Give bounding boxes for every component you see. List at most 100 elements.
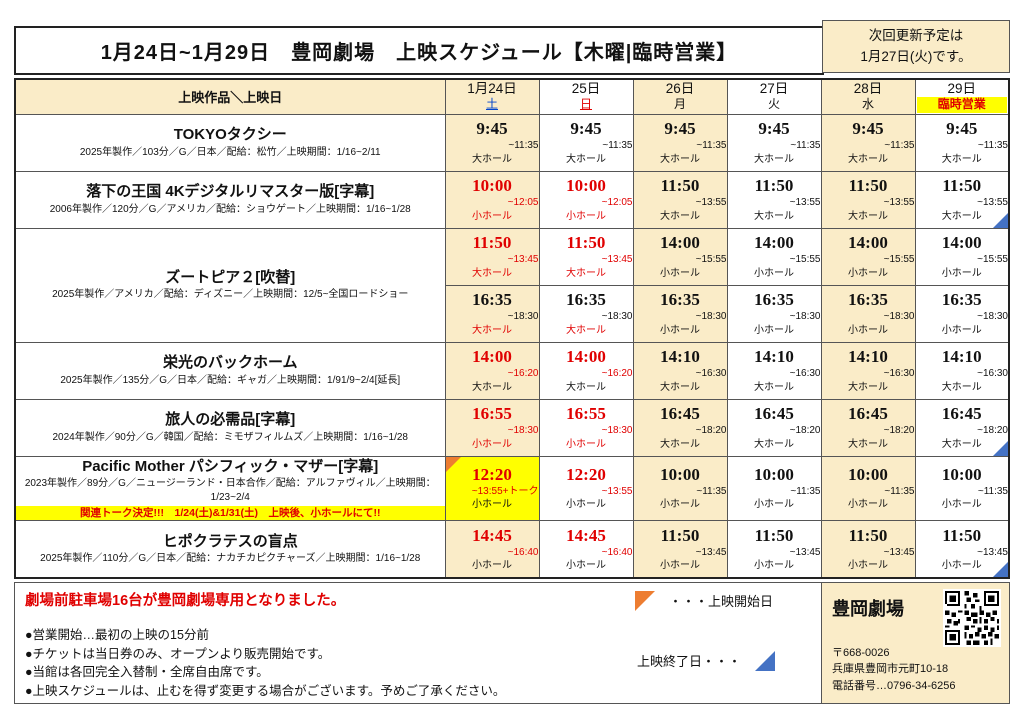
showtime: 14:10	[941, 347, 982, 367]
showtime: 14:00	[941, 233, 982, 253]
showtime: 16:35	[660, 290, 700, 310]
showtime: 16:55	[472, 404, 512, 424]
hall-name: 大ホール	[472, 153, 512, 165]
showtime: 16:55	[566, 404, 606, 424]
legend-closing-label: 上映終了日・・・	[637, 654, 742, 670]
showtime-cell: 10:00 ~11:35 小ホール	[726, 455, 822, 522]
movie-title: ズートピア２[吹替]	[165, 268, 296, 286]
closing-day-triangle-icon	[993, 212, 1008, 227]
day-of-week: 火	[767, 97, 780, 112]
showtime: 10:00	[566, 176, 606, 196]
end-time: ~18:20	[883, 425, 915, 437]
showtime-cell: 11:50 ~13:45 小ホール	[632, 520, 728, 579]
schedule-row: Pacific Mother パシフィック・マザー[字幕] 2023年製作／89分…	[14, 455, 1010, 522]
showtime-cell: 9:45 ~11:35 大ホール	[444, 113, 540, 172]
showtime-cell: 14:10 ~16:30 大ホール	[726, 341, 822, 400]
hall-name: 大ホール	[472, 267, 512, 279]
end-time: ~11:35	[790, 140, 821, 152]
showtime-cell: 11:50 ~13:45 大ホール	[538, 227, 634, 286]
end-time: ~11:35	[696, 485, 727, 497]
showtime-cell: 14:00 ~15:55 小ホール	[632, 227, 728, 286]
hall-name: 小ホール	[848, 267, 888, 279]
day-of-week: 日	[579, 97, 592, 112]
showtime-cell: 12:20 ~13:55+トーク 小ホール	[444, 455, 540, 522]
showtime: 16:35	[754, 290, 794, 310]
movie-info: 2025年製作／アメリカ／配給：ディズニー／上映期間：12/5~全国ロードショー	[52, 289, 409, 301]
hall-name: 小ホール	[472, 438, 512, 450]
showtime-cell: 14:45 ~16:40 小ホール	[444, 520, 540, 579]
showtime-cell: 16:55 ~18:30 小ホール	[538, 398, 634, 457]
theater-address-block: 〒668-0026 兵庫県豊岡市元町10-18 電話番号…0796-34-625…	[832, 645, 956, 695]
hall-name: 小ホール	[660, 324, 700, 336]
showtime-cell: 16:35 ~18:30 小ホール	[820, 284, 916, 343]
showtime-cell: 11:50 ~13:45 小ホール	[914, 520, 1010, 579]
showtime: 11:50	[660, 176, 700, 196]
showtime: 14:45	[566, 526, 606, 546]
hall-name: 大ホール	[472, 381, 512, 393]
day-header: 27日火	[726, 78, 822, 115]
end-time: ~16:20	[601, 368, 633, 380]
showtime-cell: 10:00 ~11:35 小ホール	[820, 455, 916, 522]
end-time: ~15:55	[789, 254, 821, 266]
page-title: 1月24日~1月29日 豊岡劇場 上映スケジュール【木曜|臨時営業】	[100, 42, 738, 64]
hall-name: 小ホール	[660, 499, 700, 511]
hall-name: 大ホール	[754, 381, 794, 393]
parking-notice: 劇場前駐車場16台が豊岡劇場専用となりました。	[25, 592, 346, 609]
end-time: ~16:30	[789, 368, 821, 380]
showtime: 14:00	[472, 347, 512, 367]
day-date: 26日	[665, 80, 695, 96]
showtime: 14:00	[566, 347, 606, 367]
showtime: 14:00	[848, 233, 888, 253]
theater-address: 兵庫県豊岡市元町10-18	[832, 663, 949, 676]
hall-name: 小ホール	[941, 267, 982, 279]
showtime: 11:50	[754, 176, 794, 196]
end-time: ~16:40	[601, 546, 633, 558]
day-of-week: 月	[673, 97, 686, 112]
showtime: 14:00	[754, 233, 794, 253]
movie-title: 落下の王国 4Kデジタルリマスター版[字幕]	[86, 183, 375, 201]
end-time: ~15:55	[883, 254, 915, 266]
hall-name: 大ホール	[660, 210, 700, 222]
end-time: ~16:30	[883, 368, 915, 380]
end-time: ~13:45	[789, 546, 821, 558]
end-time: ~18:30	[601, 311, 633, 323]
showtime: 14:45	[472, 526, 512, 546]
corner-label: 上映作品＼上映日	[14, 78, 446, 115]
hall-name: 小ホール	[754, 267, 794, 279]
end-time: ~13:55	[695, 197, 727, 209]
end-time: ~18:20	[789, 425, 821, 437]
day-date: 28日	[853, 80, 883, 96]
hall-name: 大ホール	[848, 210, 888, 222]
day-header: 26日月	[632, 78, 728, 115]
showtime-cell: 11:50 ~13:55 大ホール	[726, 170, 822, 229]
hall-name: 小ホール	[941, 499, 982, 511]
day-header-row: 上映作品＼上映日 1月24日土 25日日 26日月 27日火 28日水 29日 臨時営業	[14, 78, 1010, 115]
showtime-cell: 14:00 ~15:55 小ホール	[726, 227, 822, 286]
theater-phone: 電話番号…0796-34-6256	[832, 679, 956, 692]
hall-name: 大ホール	[566, 324, 606, 336]
showtime-cell: 9:45 ~11:35 大ホール	[726, 113, 822, 172]
movie-info: 2024年製作／90分／G／韓国／配給：ミモザフィルムズ／上映期間：1/16~1…	[52, 431, 408, 443]
movie-info: 2025年製作／110分／G／日本／配給：ナカチカピクチャーズ／上映期間：1/1…	[40, 553, 421, 565]
hall-name: 大ホール	[941, 210, 982, 222]
hall-name: 大ホール	[566, 267, 606, 279]
movie-title: 栄光のバックホーム	[162, 354, 298, 372]
hall-name: 大ホール	[754, 438, 794, 450]
legend-opening-label: ・・・上映開始日	[669, 594, 774, 610]
day-date: 1月24日	[467, 80, 517, 96]
day-date: 27日	[759, 80, 789, 96]
day-of-week: 土	[485, 97, 498, 112]
showtime: 10:00	[941, 465, 982, 485]
end-time: ~11:35	[696, 140, 727, 152]
showtime: 16:35	[848, 290, 888, 310]
opening-day-triangle-icon	[446, 456, 461, 472]
schedule-row: 旅人の必需品[字幕] 2024年製作／90分／G／韓国／配給：ミモザフィルムズ／上…	[14, 398, 1010, 457]
hall-name: 小ホール	[848, 560, 888, 572]
schedule-row: ヒポクラテスの盲点 2025年製作／110分／G／日本／配給：ナカチカピクチャーズ…	[14, 520, 1010, 579]
showtime-cell: 14:00 ~16:20 大ホール	[538, 341, 634, 400]
showtime: 14:10	[754, 347, 794, 367]
showtime-cell: 9:45 ~11:35 大ホール	[538, 113, 634, 172]
showtime-cell: 9:45 ~11:35 大ホール	[820, 113, 916, 172]
schedule-table: 上映作品＼上映日 1月24日土 25日日 26日月 27日火 28日水 29日 臨時営業 T…	[14, 78, 1010, 579]
